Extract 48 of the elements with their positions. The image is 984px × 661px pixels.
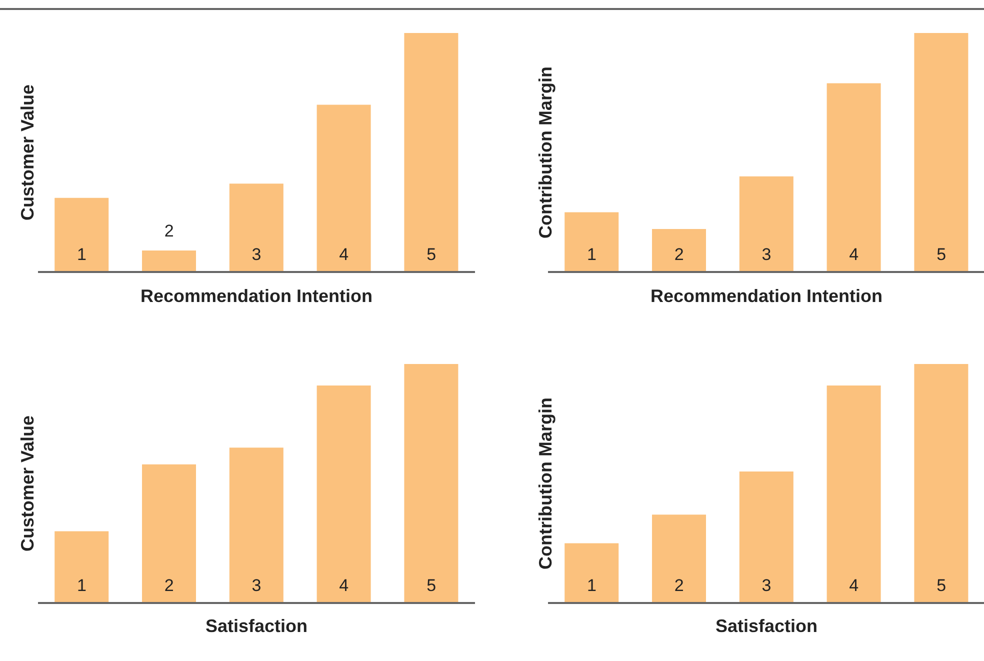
bar bbox=[564, 212, 619, 272]
x-tick-label: 1 bbox=[586, 576, 596, 595]
x-tick-label: 2 bbox=[674, 576, 684, 595]
x-tick-label: 4 bbox=[849, 245, 859, 264]
bar bbox=[826, 386, 881, 603]
bar bbox=[914, 364, 968, 603]
bar bbox=[316, 104, 371, 272]
y-axis-title: Contribution Margin bbox=[536, 396, 556, 571]
bar bbox=[229, 184, 284, 272]
x-tick-label: 3 bbox=[762, 245, 772, 264]
bar bbox=[652, 228, 706, 272]
bar bbox=[142, 250, 196, 272]
bar bbox=[54, 531, 109, 603]
x-axis-title: Satisfaction bbox=[714, 616, 819, 637]
x-axis-title: Recommendation Intention bbox=[139, 286, 374, 307]
x-tick-label: 5 bbox=[936, 576, 946, 595]
x-tick-label: 4 bbox=[339, 576, 349, 595]
bar bbox=[229, 448, 284, 603]
bar bbox=[652, 514, 706, 603]
bar bbox=[404, 33, 458, 272]
x-axis-title: Recommendation Intention bbox=[649, 286, 884, 307]
bar bbox=[739, 472, 794, 603]
x-tick-label: 3 bbox=[762, 576, 772, 595]
bar bbox=[316, 386, 371, 603]
x-tick-label: 4 bbox=[339, 245, 349, 264]
bar bbox=[54, 198, 109, 272]
x-tick-label: 5 bbox=[426, 576, 436, 595]
x-tick-label: 1 bbox=[586, 245, 596, 264]
y-axis-title: Contribution Margin bbox=[536, 65, 556, 240]
bar bbox=[564, 543, 619, 603]
x-tick-label: 3 bbox=[252, 576, 262, 595]
bar bbox=[914, 33, 968, 272]
x-tick-label: 2 bbox=[164, 576, 174, 595]
x-tick-label: 5 bbox=[936, 245, 946, 264]
x-tick-label: 1 bbox=[76, 576, 86, 595]
bar bbox=[142, 464, 196, 603]
y-axis-title: Customer Value bbox=[18, 414, 38, 554]
x-tick-label: 1 bbox=[76, 245, 86, 264]
x-tick-label: 5 bbox=[426, 245, 436, 264]
bar bbox=[826, 83, 881, 272]
x-tick-label: 4 bbox=[849, 576, 859, 595]
bar bbox=[404, 364, 458, 603]
y-axis-title: Customer Value bbox=[18, 82, 38, 222]
bar bbox=[739, 176, 794, 272]
x-tick-label: 3 bbox=[252, 245, 262, 264]
x-axis-title: Satisfaction bbox=[204, 616, 309, 637]
x-tick-label: 2 bbox=[164, 221, 174, 240]
x-tick-label: 2 bbox=[674, 245, 684, 264]
